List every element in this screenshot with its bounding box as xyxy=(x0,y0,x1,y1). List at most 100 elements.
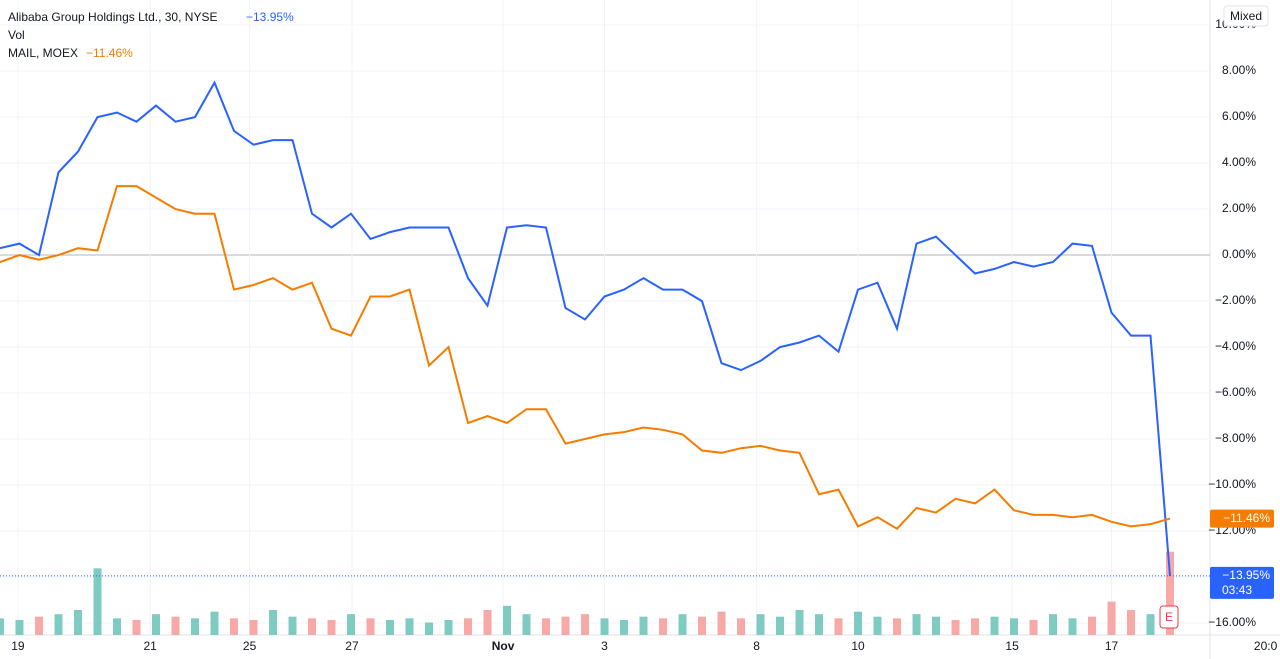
volume-bar xyxy=(1127,610,1136,635)
y-tick-label: −8.00% xyxy=(1215,431,1256,445)
volume-bar xyxy=(444,620,453,635)
volume-bar xyxy=(1068,618,1077,635)
volume-bar xyxy=(873,616,882,635)
volume-bar xyxy=(230,618,239,635)
x-tick-label: 17 xyxy=(1105,639,1119,653)
volume-bar xyxy=(600,618,609,635)
y-tick-label: 4.00% xyxy=(1222,155,1256,169)
earnings-marker xyxy=(1159,605,1179,629)
volume-bar xyxy=(210,611,219,635)
x-tick-label: 8 xyxy=(753,639,760,653)
x-tick-label: 3 xyxy=(601,639,608,653)
volume-bar xyxy=(366,618,375,635)
volume-bar xyxy=(74,610,83,635)
volume-bar xyxy=(386,620,395,635)
volume-bar xyxy=(1107,601,1116,635)
price-tag-label: −13.95% xyxy=(1222,568,1270,582)
volume-bar xyxy=(405,618,414,635)
x-tick-label: 15 xyxy=(1005,639,1019,653)
x-tick-label: 21 xyxy=(143,639,157,653)
axes: 10.00%8.00%6.00%4.00%2.00%0.00%−2.00%−4.… xyxy=(0,17,1278,653)
volume-bar xyxy=(35,616,44,635)
volume-bar xyxy=(737,618,746,635)
volume-bar xyxy=(659,618,668,635)
x-tick-label: 27 xyxy=(345,639,359,653)
volume-bar xyxy=(717,611,726,635)
y-tick-label: −10.00% xyxy=(1208,477,1256,491)
legend-name: Alibaba Group Holdings Ltd., 30, NYSE xyxy=(8,10,217,24)
lines xyxy=(0,80,1171,576)
y-tick-label: 0.00% xyxy=(1222,247,1256,261)
volume-bar xyxy=(932,616,941,635)
x-tick-label: 20:0 xyxy=(1254,639,1278,653)
volume-bar xyxy=(854,611,863,635)
volume-bar xyxy=(951,620,960,635)
y-tick-label: 6.00% xyxy=(1222,109,1256,123)
volume-bar xyxy=(308,618,317,635)
volume-bar xyxy=(620,620,629,635)
y-tick-label: −6.00% xyxy=(1215,385,1256,399)
x-tick-label: 25 xyxy=(243,639,257,653)
volume-bar xyxy=(171,616,180,635)
legend-name: MAIL, MOEX xyxy=(8,46,78,60)
volume-bar xyxy=(678,614,687,635)
volume-bar xyxy=(698,616,707,635)
volume-bar xyxy=(1166,551,1175,635)
volume xyxy=(0,551,1175,635)
scale-mode-label[interactable]: Mixed xyxy=(1230,9,1262,23)
volume-bar xyxy=(990,616,999,635)
volume-bar xyxy=(0,618,4,635)
volume-bar xyxy=(1029,620,1038,635)
x-tick-label: Nov xyxy=(492,639,515,653)
y-tick-label: −4.00% xyxy=(1215,339,1256,353)
volume-bar xyxy=(756,614,765,635)
volume-bar xyxy=(425,622,434,635)
volume-bar xyxy=(639,616,648,635)
series-line xyxy=(0,80,1171,576)
y-tick-label: −2.00% xyxy=(1215,293,1256,307)
volume-bar xyxy=(113,618,122,635)
price-tag xyxy=(1210,566,1274,599)
volume-bar xyxy=(132,620,141,635)
price-tag xyxy=(1210,509,1274,528)
legend-change: −13.95% xyxy=(246,10,294,24)
volume-bar xyxy=(249,620,258,635)
volume-bar xyxy=(815,614,824,635)
volume-bar xyxy=(1146,614,1155,635)
y-tick-label: −16.00% xyxy=(1208,615,1256,629)
volume-bar xyxy=(327,620,336,635)
volume-bar xyxy=(288,616,297,635)
x-tick-label: 10 xyxy=(851,639,865,653)
volume-bar xyxy=(464,618,473,635)
volume-bar xyxy=(347,614,356,635)
volume-bar xyxy=(93,568,102,635)
volume-bar xyxy=(893,618,902,635)
volume-bar xyxy=(912,614,921,635)
series-line xyxy=(0,185,1171,530)
legend-name: Vol xyxy=(8,28,25,42)
volume-bar xyxy=(191,618,200,635)
earnings-marker-label: E xyxy=(1165,610,1173,624)
volume-bar xyxy=(561,616,570,635)
y-tick-label: 2.00% xyxy=(1222,201,1256,215)
volume-bar xyxy=(542,618,551,635)
volume-bar xyxy=(54,614,63,635)
legend: Alibaba Group Holdings Ltd., 30, NYSE −1… xyxy=(8,10,294,60)
price-tag-label: −11.46% xyxy=(1223,511,1270,525)
volume-bar xyxy=(503,605,512,635)
volume-bar xyxy=(795,610,804,635)
scale-mode-button[interactable] xyxy=(1223,5,1269,27)
x-tick-label: 19 xyxy=(11,639,25,653)
y-tick-label: 8.00% xyxy=(1222,63,1256,77)
legend-change: −11.46% xyxy=(86,46,133,60)
volume-bar xyxy=(269,610,278,635)
countdown: 03:43 xyxy=(1222,583,1252,597)
volume-bar xyxy=(15,620,24,635)
volume-bar xyxy=(776,616,785,635)
volume-bar xyxy=(971,618,980,635)
volume-bar xyxy=(522,614,531,635)
volume-bar xyxy=(152,614,161,635)
grid xyxy=(0,0,1210,635)
